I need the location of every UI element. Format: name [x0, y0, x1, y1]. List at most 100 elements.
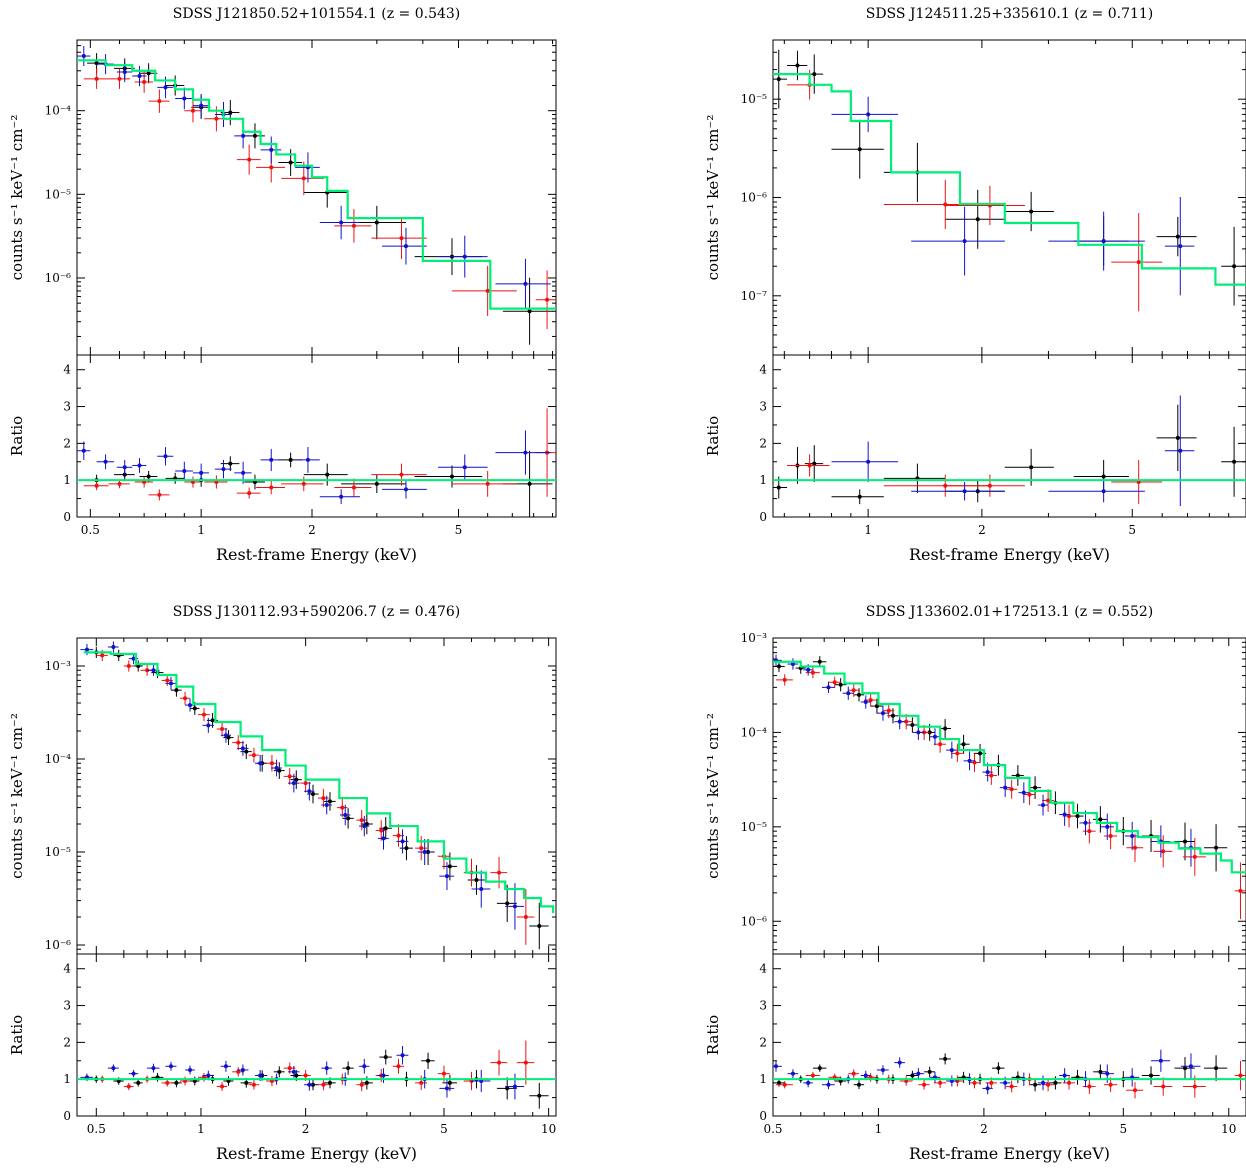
ratio-point: [157, 492, 162, 497]
spectrum-point: [1046, 798, 1051, 803]
spectrum-point: [949, 748, 954, 753]
ratio-point: [359, 1082, 364, 1087]
ratio-point: [987, 483, 992, 488]
spectrum-point: [324, 803, 329, 808]
spectrum-point: [236, 740, 241, 745]
y-tick-label: 10⁻³: [741, 631, 768, 645]
ratio-point: [111, 1066, 116, 1071]
spectrum-point: [157, 99, 162, 104]
y-tick-label: 10⁻⁴: [741, 725, 768, 739]
spectrum-point: [291, 781, 296, 786]
spectrum-point: [183, 696, 188, 701]
spectrum-point: [327, 799, 332, 804]
spectrum-point: [146, 71, 151, 76]
ratio-tick-label: 3: [63, 400, 71, 414]
spectrum-point: [321, 796, 326, 801]
ratio-point: [1214, 1066, 1219, 1071]
ratio-point: [131, 1071, 136, 1076]
ratio-point: [163, 454, 168, 459]
ratio-point: [1098, 1069, 1103, 1074]
ratio-point: [1182, 1066, 1187, 1071]
spectrum-point: [351, 223, 356, 228]
y-axis-label: counts s⁻¹ keV⁻¹ cm⁻²: [8, 115, 26, 281]
ratio-tick-label: 3: [759, 400, 767, 414]
spectrum-point: [1027, 792, 1032, 797]
spectrum-point: [832, 680, 837, 685]
ratio-tick-label: 0: [63, 510, 71, 524]
spectrum-panel: SDSS J124511.25+335610.1 (z = 0.711) 1 2 5 1…: [704, 6, 1246, 564]
ratio-point: [512, 1084, 517, 1089]
ratio-point: [916, 1071, 921, 1076]
spectrum-point: [962, 239, 967, 244]
spectrum-point: [1062, 812, 1067, 817]
spectrum-point: [810, 670, 815, 675]
y-tick-label: 10⁻³: [45, 659, 72, 673]
ratio-tick-label: 4: [63, 363, 71, 377]
ratio-point: [989, 1080, 994, 1085]
spectrum-point: [190, 108, 195, 113]
spectrum-point: [379, 828, 384, 833]
spectrum-point: [247, 157, 252, 162]
y-tick-label: 10⁻⁶: [741, 914, 768, 928]
ratio-point: [444, 1086, 449, 1091]
spectrum-point: [94, 76, 99, 81]
spectrum-point: [117, 76, 122, 81]
ratio-point: [866, 459, 871, 464]
ratio-point: [806, 1080, 811, 1085]
spectrum-point: [210, 718, 215, 723]
spectrum-point: [1182, 839, 1187, 844]
ratio-point: [523, 1060, 528, 1065]
spectrum-point: [383, 826, 388, 831]
spectrum-point: [252, 133, 257, 138]
ratio-point: [1003, 1080, 1008, 1085]
model-line: [83, 651, 555, 914]
ratio-tick-label: 2: [63, 1035, 71, 1049]
ratio-plot-frame: [772, 953, 1246, 1117]
ratio-point: [782, 1082, 787, 1087]
spectrum-point: [346, 816, 351, 821]
ratio-point: [1149, 1073, 1154, 1078]
ratio-tick-label: 1: [759, 1072, 767, 1086]
x-tick-label: 5: [1128, 523, 1136, 537]
spectrum-point: [975, 217, 980, 222]
ratio-point: [1041, 1080, 1046, 1085]
ratio-point: [1188, 1064, 1193, 1069]
panel-title: SDSS J133602.01+172513.1 (z = 0.552): [866, 604, 1154, 620]
x-tick-label: 0.5: [87, 1122, 106, 1136]
ratio-plot-frame: [76, 354, 557, 518]
x-tick-label: 5: [440, 1122, 448, 1136]
spectrum-panel: SDSS J133602.01+172513.1 (z = 0.552) 0.5 1…: [704, 604, 1246, 1163]
ratio-tick-label: 4: [63, 962, 71, 976]
spectrum-point: [880, 711, 885, 716]
spectrum-point: [790, 662, 795, 667]
ratio-point: [351, 485, 356, 490]
spectrum-point: [201, 712, 206, 717]
ratio-point: [972, 1080, 977, 1085]
ratio-point: [199, 470, 204, 475]
ratio-point: [258, 1073, 263, 1078]
y-tick-label: 10⁻⁶: [741, 191, 768, 205]
spectrum-point: [846, 691, 851, 696]
spectrum-point: [362, 824, 367, 829]
spectrum-point: [269, 147, 274, 152]
ratio-point: [374, 481, 379, 486]
ratio-tick-label: 0: [63, 1109, 71, 1123]
ratio-point: [1161, 1084, 1166, 1089]
ratio-point: [269, 457, 274, 462]
spectrum-point: [244, 749, 249, 754]
spectrum-point: [269, 165, 274, 170]
spectrum-point: [462, 254, 467, 259]
ratio-point: [810, 1073, 815, 1078]
ratio-point: [291, 1069, 296, 1074]
x-tick-label: 1: [864, 523, 872, 537]
spectrum-panel: SDSS J130112.93+590206.7 (z = 0.476) 0.5 1…: [8, 604, 557, 1163]
x-tick-label: 5: [1119, 1122, 1127, 1136]
ratio-point: [241, 470, 246, 475]
spectrum-point: [776, 77, 781, 82]
spectrum-point: [182, 96, 187, 101]
ratio-point: [168, 1064, 173, 1069]
spectrum-point: [214, 116, 219, 121]
ratio-point: [362, 1064, 367, 1069]
